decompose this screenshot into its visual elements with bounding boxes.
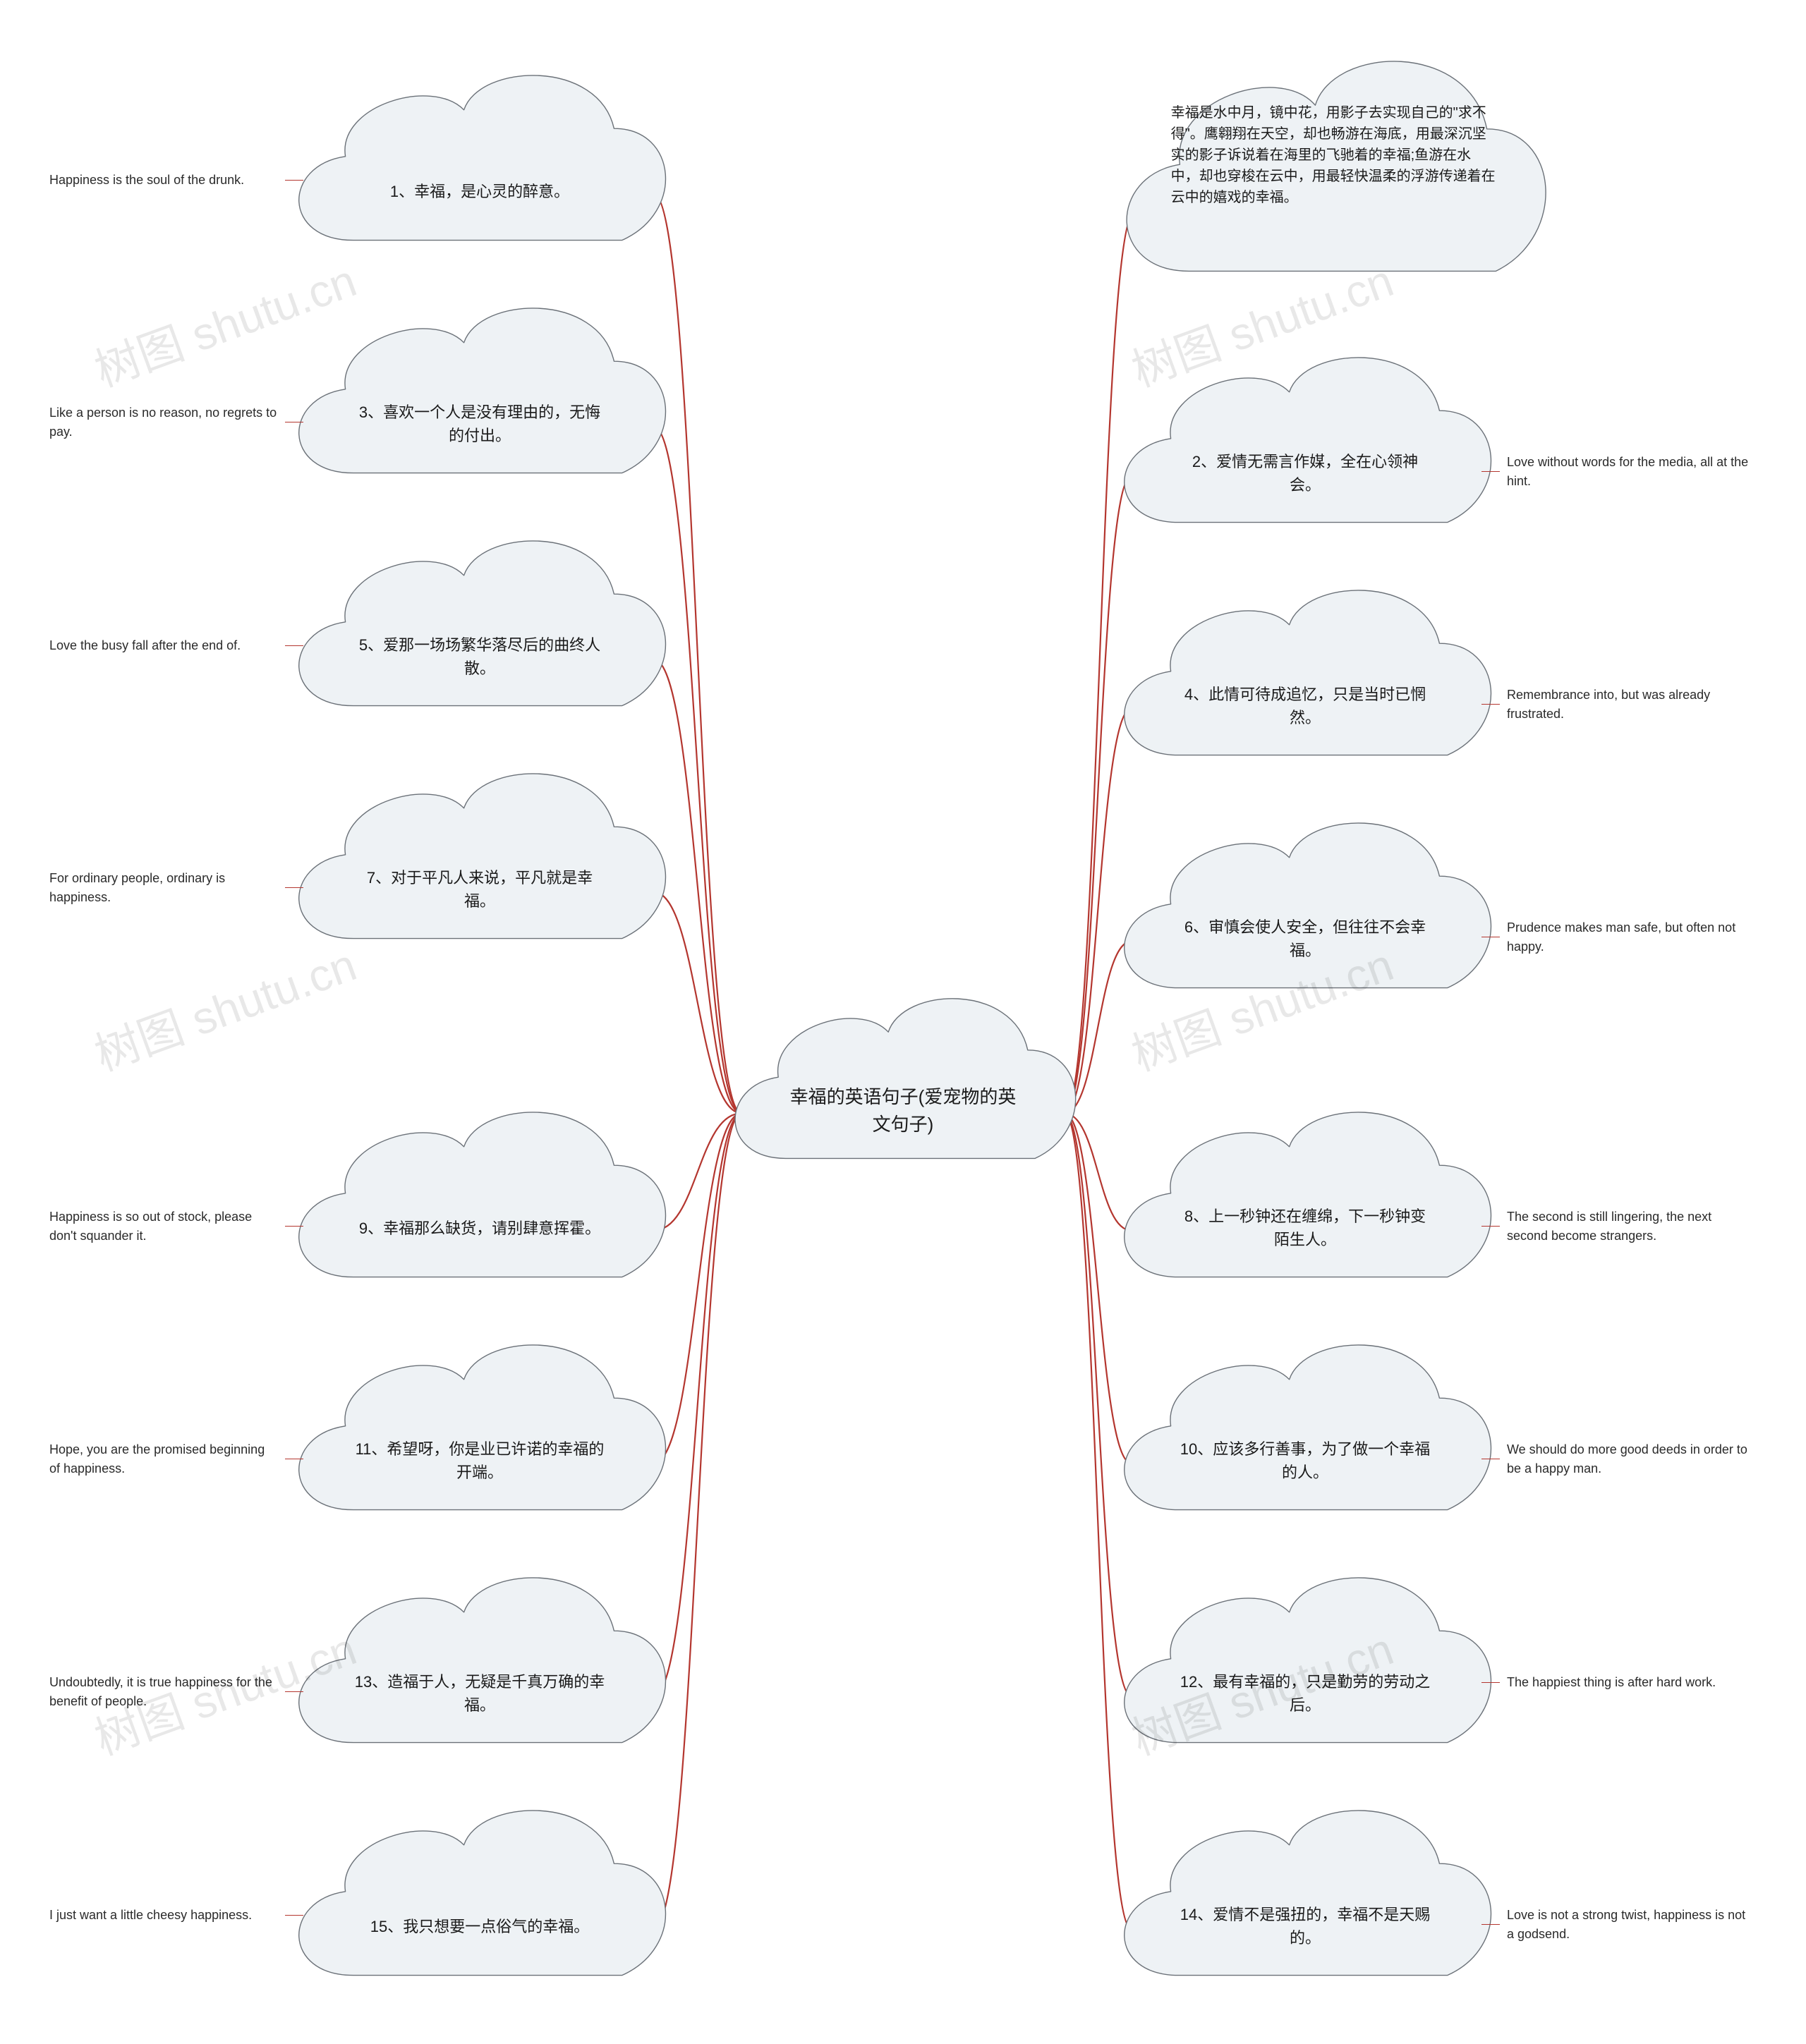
branch-node-label: 7、对于平凡人来说，平凡就是幸福。 <box>282 841 677 939</box>
branch-node: 7、对于平凡人来说，平凡就是幸福。 <box>282 748 677 980</box>
branch-node-label: 14、爱情不是强扭的，幸福不是天赐的。 <box>1108 1878 1503 1976</box>
leaf-node: Undoubtedly, it is true happiness for th… <box>49 1673 303 1711</box>
leaf-tick <box>1481 704 1500 705</box>
branch-node: 幸福是水中月，镜中花，用影子去实现自己的"求不得"。鹰翱翔在天空，却也畅游在海底… <box>1108 28 1559 324</box>
leaf-tick <box>285 1226 303 1227</box>
leaf-tick <box>285 1915 303 1916</box>
mindmap-canvas: 幸福的英语句子(爱宠物的英文句子)1、幸福，是心灵的醉意。Happiness i… <box>0 0 1806 2044</box>
branch-node: 9、幸福那么缺货，请别肆意挥霍。 <box>282 1086 677 1319</box>
center-node-label: 幸福的英语句子(爱宠物的英文句子) <box>720 1064 1086 1158</box>
branch-node: 14、爱情不是强扭的，幸福不是天赐的。 <box>1108 1784 1503 2017</box>
leaf-label: The happiest thing is after hard work. <box>1507 1673 1750 1692</box>
leaf-label: Hope, you are the promised beginning of … <box>49 1440 278 1478</box>
leaf-node: Love without words for the media, all at… <box>1481 453 1750 491</box>
leaf-node: For ordinary people, ordinary is happine… <box>49 869 303 907</box>
branch-node-label: 12、最有幸福的，只是勤劳的劳动之后。 <box>1108 1645 1503 1743</box>
leaf-label: I just want a little cheesy happiness. <box>49 1906 278 1925</box>
leaf-tick <box>1481 1226 1500 1227</box>
leaf-label: Happiness is the soul of the drunk. <box>49 171 278 190</box>
leaf-node: The second is still lingering, the next … <box>1481 1207 1750 1246</box>
leaf-node: Remembrance into, but was already frustr… <box>1481 686 1750 724</box>
leaf-label: Love without words for the media, all at… <box>1507 453 1750 491</box>
branch-node-label: 2、爱情无需言作媒，全在心领神会。 <box>1108 425 1503 523</box>
branch-node-label: 11、希望呀，你是业已许诺的幸福的开端。 <box>282 1412 677 1510</box>
branch-node-label: 1、幸福，是心灵的醉意。 <box>282 142 677 241</box>
branch-node: 10、应该多行善事，为了做一个幸福的人。 <box>1108 1319 1503 1552</box>
leaf-node: Love the busy fall after the end of. <box>49 636 303 655</box>
leaf-node: Like a person is no reason, no regrets t… <box>49 403 303 442</box>
leaf-tick <box>285 645 303 646</box>
leaf-label: Remembrance into, but was already frustr… <box>1507 686 1750 724</box>
leaf-tick <box>1481 1924 1500 1925</box>
leaf-tick <box>1481 1682 1500 1683</box>
leaf-node: Happiness is so out of stock, please don… <box>49 1207 303 1246</box>
leaf-label: Prudence makes man safe, but often not h… <box>1507 918 1750 956</box>
leaf-tick <box>1481 471 1500 472</box>
leaf-label: The second is still lingering, the next … <box>1507 1207 1750 1246</box>
leaf-node: Happiness is the soul of the drunk. <box>49 171 303 190</box>
branch-node-label: 3、喜欢一个人是没有理由的，无悔的付出。 <box>282 375 677 473</box>
branch-node: 1、幸福，是心灵的醉意。 <box>282 49 677 282</box>
branch-node-label: 15、我只想要一点俗气的幸福。 <box>282 1878 677 1976</box>
leaf-tick <box>285 180 303 181</box>
leaf-node: Love is not a strong twist, happiness is… <box>1481 1906 1750 1944</box>
branch-node: 8、上一秒钟还在缠绵，下一秒钟变陌生人。 <box>1108 1086 1503 1319</box>
branch-node-label: 8、上一秒钟还在缠绵，下一秒钟变陌生人。 <box>1108 1179 1503 1277</box>
branch-node-label: 13、造福于人，无疑是千真万确的幸福。 <box>282 1645 677 1743</box>
branch-node: 3、喜欢一个人是没有理由的，无悔的付出。 <box>282 282 677 515</box>
leaf-label: Happiness is so out of stock, please don… <box>49 1207 278 1246</box>
leaf-node: The happiest thing is after hard work. <box>1481 1673 1750 1692</box>
branch-node: 15、我只想要一点俗气的幸福。 <box>282 1784 677 2017</box>
branch-node-label: 5、爱那一场场繁华落尽后的曲终人散。 <box>282 608 677 706</box>
center-node: 幸福的英语句子(爱宠物的英文句子) <box>720 973 1086 1199</box>
leaf-tick <box>285 1691 303 1692</box>
branch-node-label: 幸福是水中月，镜中花，用影子去实现自己的"求不得"。鹰翱翔在天空，却也畅游在海底… <box>1108 102 1559 268</box>
leaf-label: For ordinary people, ordinary is happine… <box>49 869 278 907</box>
leaf-label: Love is not a strong twist, happiness is… <box>1507 1906 1750 1944</box>
branch-node: 12、最有幸福的，只是勤劳的劳动之后。 <box>1108 1552 1503 1784</box>
branch-node-label: 10、应该多行善事，为了做一个幸福的人。 <box>1108 1412 1503 1510</box>
leaf-label: Undoubtedly, it is true happiness for th… <box>49 1673 278 1711</box>
branch-node-label: 9、幸福那么缺货，请别肆意挥霍。 <box>282 1179 677 1277</box>
leaf-label: We should do more good deeds in order to… <box>1507 1440 1750 1478</box>
leaf-tick <box>285 887 303 888</box>
leaf-label: Love the busy fall after the end of. <box>49 636 278 655</box>
leaf-node: We should do more good deeds in order to… <box>1481 1440 1750 1478</box>
leaf-node: Prudence makes man safe, but often not h… <box>1481 918 1750 956</box>
branch-node-label: 6、审慎会使人安全，但往往不会幸福。 <box>1108 890 1503 988</box>
leaf-label: Like a person is no reason, no regrets t… <box>49 403 278 442</box>
branch-node: 5、爱那一场场繁华落尽后的曲终人散。 <box>282 515 677 748</box>
branch-node: 11、希望呀，你是业已许诺的幸福的开端。 <box>282 1319 677 1552</box>
branch-node: 4、此情可待成追忆，只是当时已惘然。 <box>1108 564 1503 797</box>
leaf-node: I just want a little cheesy happiness. <box>49 1906 303 1925</box>
branch-node: 13、造福于人，无疑是千真万确的幸福。 <box>282 1552 677 1784</box>
branch-node-label: 4、此情可待成追忆，只是当时已惘然。 <box>1108 657 1503 755</box>
leaf-node: Hope, you are the promised beginning of … <box>49 1440 303 1478</box>
branch-node: 2、爱情无需言作媒，全在心领神会。 <box>1108 331 1503 564</box>
branch-node: 6、审慎会使人安全，但往往不会幸福。 <box>1108 797 1503 1030</box>
